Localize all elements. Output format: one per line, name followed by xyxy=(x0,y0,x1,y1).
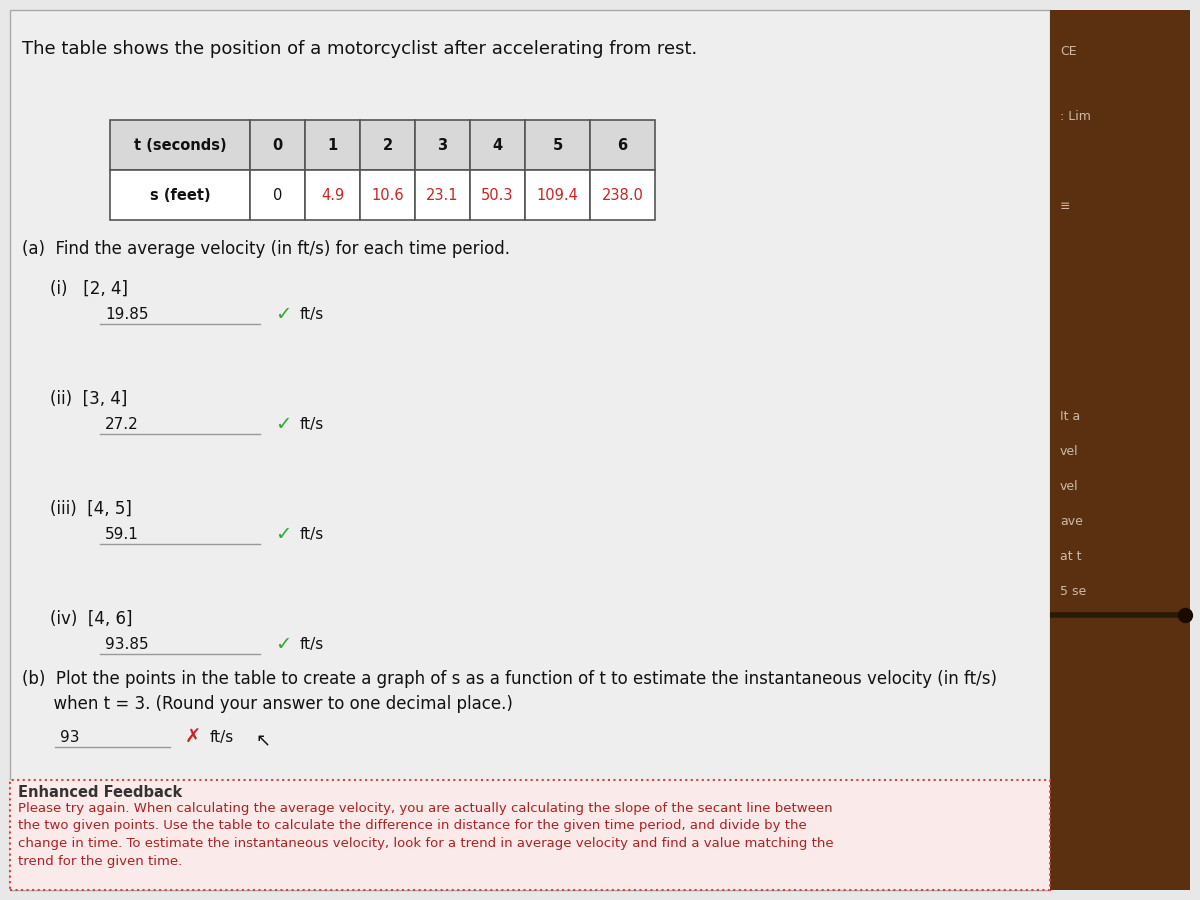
Text: ft/s: ft/s xyxy=(210,730,234,745)
Text: 10.6: 10.6 xyxy=(371,187,404,202)
Text: Enhanced Feedback: Enhanced Feedback xyxy=(18,785,182,800)
Text: 59.1: 59.1 xyxy=(106,527,139,542)
Bar xyxy=(360,170,415,220)
Text: s (feet): s (feet) xyxy=(150,187,210,202)
Text: ✓: ✓ xyxy=(275,525,292,544)
Bar xyxy=(590,120,655,170)
Text: 27.2: 27.2 xyxy=(106,417,139,432)
Text: 2: 2 xyxy=(383,138,392,152)
Text: ave: ave xyxy=(1060,515,1082,528)
Text: vel: vel xyxy=(1060,445,1079,458)
Text: 0: 0 xyxy=(272,138,283,152)
Text: 93.85: 93.85 xyxy=(106,637,149,652)
Text: 4: 4 xyxy=(492,138,503,152)
Text: 19.85: 19.85 xyxy=(106,307,149,322)
Bar xyxy=(110,120,250,170)
Text: at t: at t xyxy=(1060,550,1081,563)
Text: 4.9: 4.9 xyxy=(320,187,344,202)
Text: It a: It a xyxy=(1060,410,1080,423)
Text: 1: 1 xyxy=(328,138,337,152)
Bar xyxy=(10,780,1050,890)
Bar xyxy=(470,170,526,220)
Bar xyxy=(305,170,360,220)
Text: 23.1: 23.1 xyxy=(426,187,458,202)
Text: ✓: ✓ xyxy=(275,415,292,434)
Bar xyxy=(250,120,305,170)
Text: 109.4: 109.4 xyxy=(536,187,578,202)
Text: (iv)  [4, 6]: (iv) [4, 6] xyxy=(50,610,132,628)
Text: 6: 6 xyxy=(618,138,628,152)
Text: ft/s: ft/s xyxy=(300,637,324,652)
Text: Please try again. When calculating the average velocity, you are actually calcul: Please try again. When calculating the a… xyxy=(18,802,834,868)
Text: ✓: ✓ xyxy=(275,635,292,654)
Text: (ii)  [3, 4]: (ii) [3, 4] xyxy=(50,390,127,408)
Text: (iii)  [4, 5]: (iii) [4, 5] xyxy=(50,500,132,518)
Bar xyxy=(590,170,655,220)
Bar xyxy=(10,10,1050,890)
Bar xyxy=(110,170,250,220)
Text: ↖: ↖ xyxy=(256,732,270,750)
Text: (i)   [2, 4]: (i) [2, 4] xyxy=(50,280,128,298)
Text: t (seconds): t (seconds) xyxy=(133,138,227,152)
Text: ✓: ✓ xyxy=(275,305,292,324)
Bar xyxy=(415,170,470,220)
Text: 5: 5 xyxy=(552,138,563,152)
Text: ≡: ≡ xyxy=(1060,200,1070,213)
Text: ✗: ✗ xyxy=(185,728,202,747)
Text: 3: 3 xyxy=(438,138,448,152)
Text: 5 se: 5 se xyxy=(1060,585,1086,598)
Bar xyxy=(360,120,415,170)
Text: vel: vel xyxy=(1060,480,1079,493)
Text: ft/s: ft/s xyxy=(300,417,324,432)
Bar xyxy=(250,170,305,220)
Text: 93: 93 xyxy=(60,730,79,745)
Text: (a)  Find the average velocity (in ft/s) for each time period.: (a) Find the average velocity (in ft/s) … xyxy=(22,240,510,258)
Text: CE: CE xyxy=(1060,45,1076,58)
Bar xyxy=(526,120,590,170)
Bar xyxy=(526,170,590,220)
Bar xyxy=(305,120,360,170)
Text: 238.0: 238.0 xyxy=(601,187,643,202)
Text: ft/s: ft/s xyxy=(300,307,324,322)
Text: 0: 0 xyxy=(272,187,282,202)
Text: The table shows the position of a motorcyclist after accelerating from rest.: The table shows the position of a motorc… xyxy=(22,40,697,58)
Text: 50.3: 50.3 xyxy=(481,187,514,202)
Bar xyxy=(1050,10,1190,890)
Text: : Lim: : Lim xyxy=(1060,110,1091,123)
Text: (b)  Plot the points in the table to create a graph of s as a function of t to e: (b) Plot the points in the table to crea… xyxy=(22,670,997,713)
Bar xyxy=(415,120,470,170)
Bar xyxy=(470,120,526,170)
Text: ft/s: ft/s xyxy=(300,527,324,542)
